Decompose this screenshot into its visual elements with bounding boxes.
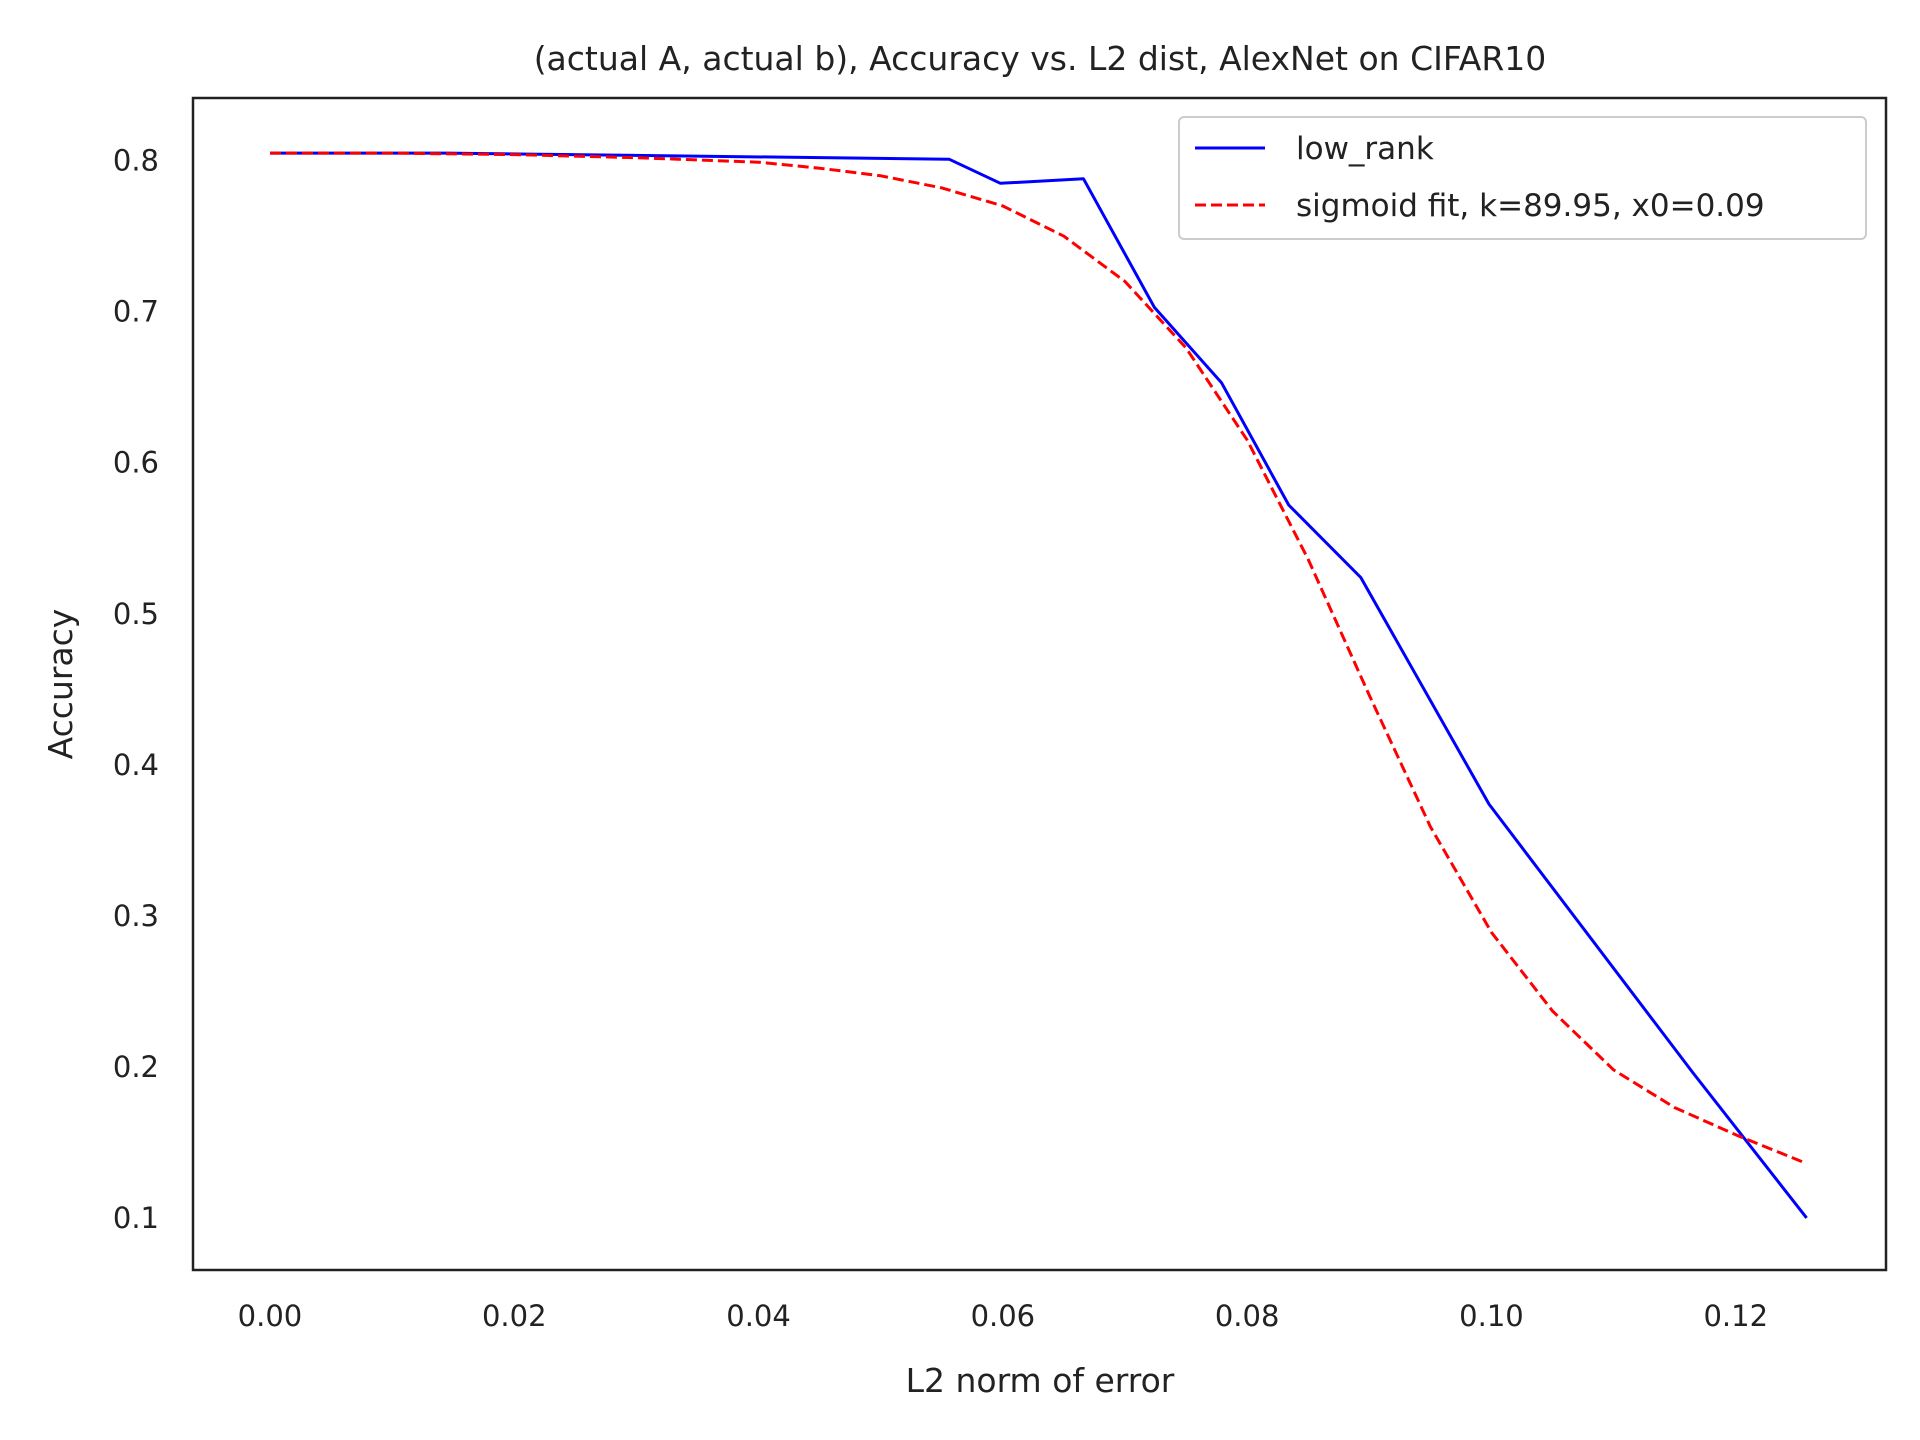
legend: low_rank sigmoid fit, k=89.95, x0=0.09	[1178, 116, 1867, 240]
series-line-low-rank	[270, 151, 1808, 1219]
x-tick-label: 0.08	[1215, 1299, 1280, 1333]
legend-label-low-rank: low_rank	[1296, 131, 1434, 167]
legend-box	[1178, 116, 1867, 240]
y-tick-label: 0.3	[113, 899, 159, 933]
y-axis-label: Accuracy	[41, 609, 80, 760]
legend-label-sigmoid-fit: sigmoid fit, k=89.95, x0=0.09	[1296, 188, 1765, 224]
plot-frame	[191, 96, 1888, 1272]
y-tick-label: 0.6	[113, 446, 159, 480]
x-tick-label: 0.06	[971, 1299, 1036, 1333]
x-tick-label: 0.04	[726, 1299, 791, 1333]
y-tick-label: 0.1	[113, 1201, 159, 1235]
y-tick-label: 0.8	[113, 144, 159, 178]
x-tick-label: 0.12	[1703, 1299, 1768, 1333]
y-tick-label: 0.2	[113, 1050, 159, 1084]
x-axis-ticks: 0.00 0.02 0.04 0.06 0.08 0.10 0.12	[238, 1299, 1768, 1333]
chart-title: (actual A, actual b), Accuracy vs. L2 di…	[534, 39, 1547, 78]
x-tick-label: 0.10	[1459, 1299, 1524, 1333]
y-axis-ticks: 0.1 0.2 0.3 0.4 0.5 0.6 0.7 0.8	[113, 144, 159, 1235]
plot-area	[270, 151, 1808, 1219]
y-tick-label: 0.7	[113, 295, 159, 329]
y-tick-label: 0.5	[113, 597, 159, 631]
y-tick-label: 0.4	[113, 748, 159, 782]
x-tick-label: 0.02	[482, 1299, 547, 1333]
x-tick-label: 0.00	[238, 1299, 303, 1333]
x-axis-label: L2 norm of error	[906, 1361, 1175, 1400]
